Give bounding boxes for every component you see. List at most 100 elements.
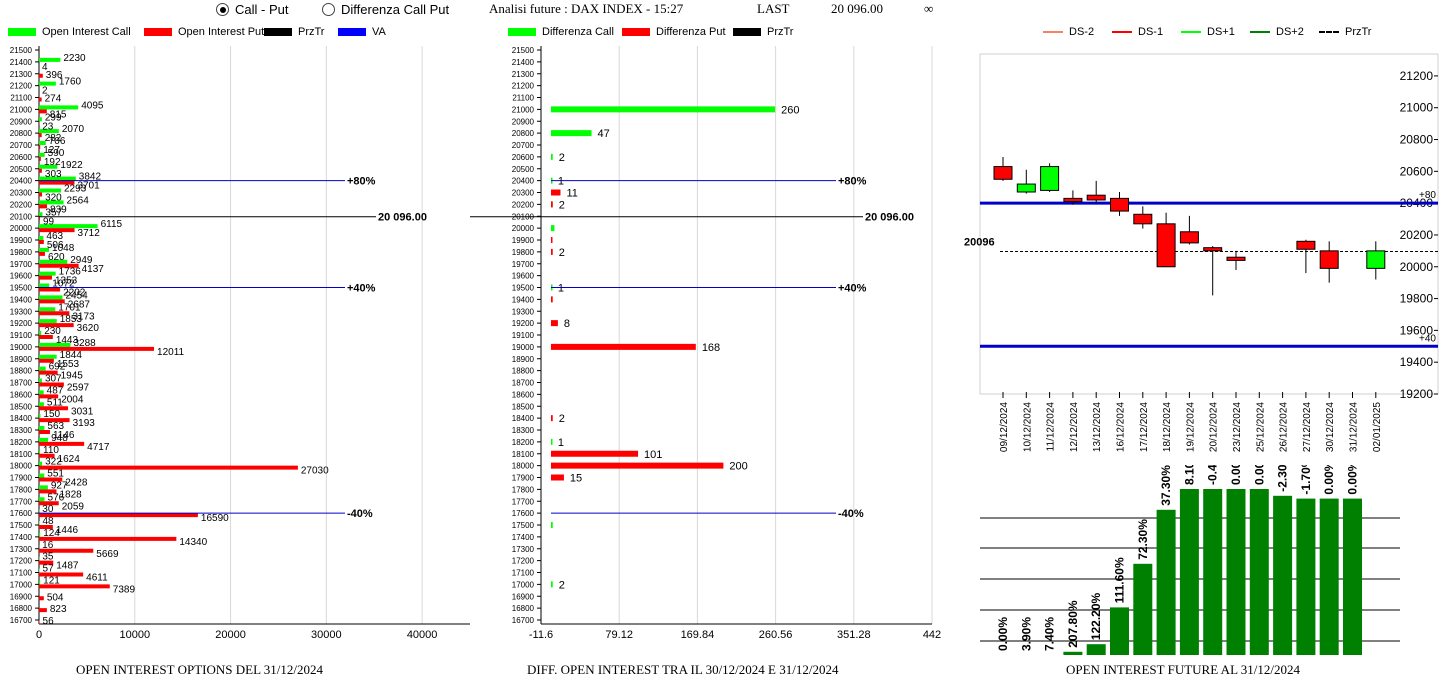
- bar-value-label: 1844: [60, 350, 83, 361]
- y-tick-label: 20500: [10, 165, 33, 174]
- y-tick-label: 20600: [512, 153, 535, 162]
- future-bar-label: 0.00%: [996, 617, 1010, 651]
- bar-value-label: 230: [44, 326, 61, 337]
- y-tick-label: 17700: [512, 497, 535, 506]
- y-tick-label: 17600: [10, 509, 33, 518]
- x-tick-label: 10000: [119, 629, 150, 641]
- put-bar: [39, 192, 43, 197]
- y-tick-label: 17500: [10, 521, 33, 530]
- y-tick-label: 20800: [512, 129, 535, 138]
- candle-body: [1319, 250, 1339, 269]
- y-tick-label: 20400: [512, 177, 535, 186]
- y-tick-label: 17100: [512, 569, 535, 578]
- put-bar: [39, 204, 48, 209]
- bar-value-label: 16: [42, 540, 54, 551]
- x-tick-label: 40000: [407, 629, 438, 641]
- bar-value-label: 396: [46, 70, 63, 81]
- diff-open-interest-chart: -11.6 79.12 169.84 260.56 351.28 442 21500 2140…: [470, 46, 941, 641]
- bar-value-label: 1446: [56, 525, 79, 536]
- bar-value-label: 1: [558, 176, 564, 188]
- future-bar: [1063, 651, 1083, 655]
- bar-value-label: 4095: [81, 100, 104, 111]
- bar-value-label: 3193: [73, 418, 96, 429]
- y-tick-label: 20200: [10, 200, 33, 209]
- bar-value-label: 815: [50, 109, 67, 120]
- y-tick-label: 21200: [1400, 69, 1434, 83]
- put-bar: [39, 418, 70, 423]
- bar-value-label: 1553: [57, 359, 80, 370]
- legend-oi-call: Open Interest Call: [8, 26, 131, 38]
- put-bar: [39, 251, 45, 256]
- call-bar: [39, 57, 61, 62]
- y-tick-label: 19500: [10, 284, 33, 293]
- bar-value-label: 200: [729, 461, 747, 473]
- bar-value-label: 1922: [60, 160, 83, 171]
- call-bar: [39, 212, 43, 217]
- call-bar: [39, 259, 68, 264]
- y-tick-label: 18400: [10, 414, 33, 423]
- reference-line-label: 20 096.00: [865, 212, 914, 224]
- y-tick-label: 16800: [10, 604, 33, 613]
- y-tick-label: 21300: [512, 70, 535, 79]
- bar-value-label: 150: [43, 409, 60, 420]
- call-put-radio[interactable]: Call - Put: [216, 2, 288, 17]
- y-tick-label: 17200: [10, 557, 33, 566]
- y-tick-label: 19900: [512, 236, 535, 245]
- future-bar: [1179, 489, 1199, 655]
- diff-put-bar: [550, 189, 561, 196]
- bar-value-label: 322: [45, 457, 62, 468]
- bar-value-label: 2564: [67, 195, 90, 206]
- bar-value-label: 274: [45, 94, 62, 105]
- y-tick-label: 17000: [10, 580, 33, 589]
- diff-put-bar: [550, 415, 553, 422]
- bar-value-label: 121: [43, 575, 60, 586]
- bar-value-label: 2687: [68, 299, 91, 310]
- y-tick-label: 16900: [10, 592, 33, 601]
- header-title: Analisi future : DAX INDEX - 15:27: [489, 1, 684, 16]
- bar-value-label: 11: [566, 188, 577, 200]
- y-tick-label: 18600: [10, 390, 33, 399]
- y-tick-label: 17000: [512, 580, 535, 589]
- bar-value-label: 2: [559, 413, 565, 425]
- future-bar-label: 0.00%: [1322, 465, 1336, 495]
- reference-line-label: +40%: [347, 283, 376, 295]
- put-bar: [39, 109, 47, 114]
- x-tick-label: 23/12/2024: [1232, 402, 1243, 452]
- diff-call-bar: [550, 153, 553, 160]
- y-tick-label: 18000: [10, 462, 33, 471]
- bar-value-label: 692: [49, 362, 66, 373]
- x-tick-label: 25/12/2024: [1255, 402, 1266, 452]
- future-bar-label: -2.30%: [1276, 465, 1290, 492]
- legend-candle-prztr: PrzTr: [1319, 26, 1371, 38]
- call-bar: [39, 117, 42, 122]
- call-bar: [39, 307, 56, 312]
- y-tick-label: 18300: [10, 426, 33, 435]
- put-bar: [39, 133, 42, 138]
- diff-call-bar: [550, 522, 553, 528]
- x-tick-label: 30000: [311, 629, 342, 641]
- plot-frame: [979, 53, 1439, 395]
- diff-call-put-radio[interactable]: Differenza Call Put: [322, 2, 449, 17]
- y-tick-label: 19600: [1400, 323, 1434, 337]
- bar-value-label: 2454: [66, 290, 89, 301]
- y-tick-label: 20000: [512, 224, 535, 233]
- call-bar: [39, 414, 41, 419]
- bar-value-label: 127: [43, 145, 60, 156]
- bar-value-label: 47: [598, 128, 610, 140]
- bar-value-label: 7389: [113, 584, 136, 595]
- caption-options: OPEN INTEREST OPTIONS DEL 31/12/2024: [76, 662, 323, 677]
- bar-value-label: 282: [45, 133, 62, 144]
- future-bar-label: 207.80%: [1066, 600, 1080, 648]
- call-bar: [39, 295, 63, 300]
- y-tick-label: 19600: [10, 272, 33, 281]
- y-tick-label: 20900: [10, 117, 33, 126]
- put-bar: [39, 513, 198, 518]
- diff-put-bar: [550, 296, 553, 303]
- bar-value-label: 620: [48, 252, 65, 263]
- bar-value-label: 57: [43, 564, 55, 575]
- bar-value-label: 2: [42, 86, 48, 97]
- future-bar-label: 7.40%: [1043, 617, 1057, 651]
- call-bar: [39, 580, 41, 585]
- reference-line-label: -40%: [838, 508, 864, 520]
- y-tick-label: 18400: [512, 414, 535, 423]
